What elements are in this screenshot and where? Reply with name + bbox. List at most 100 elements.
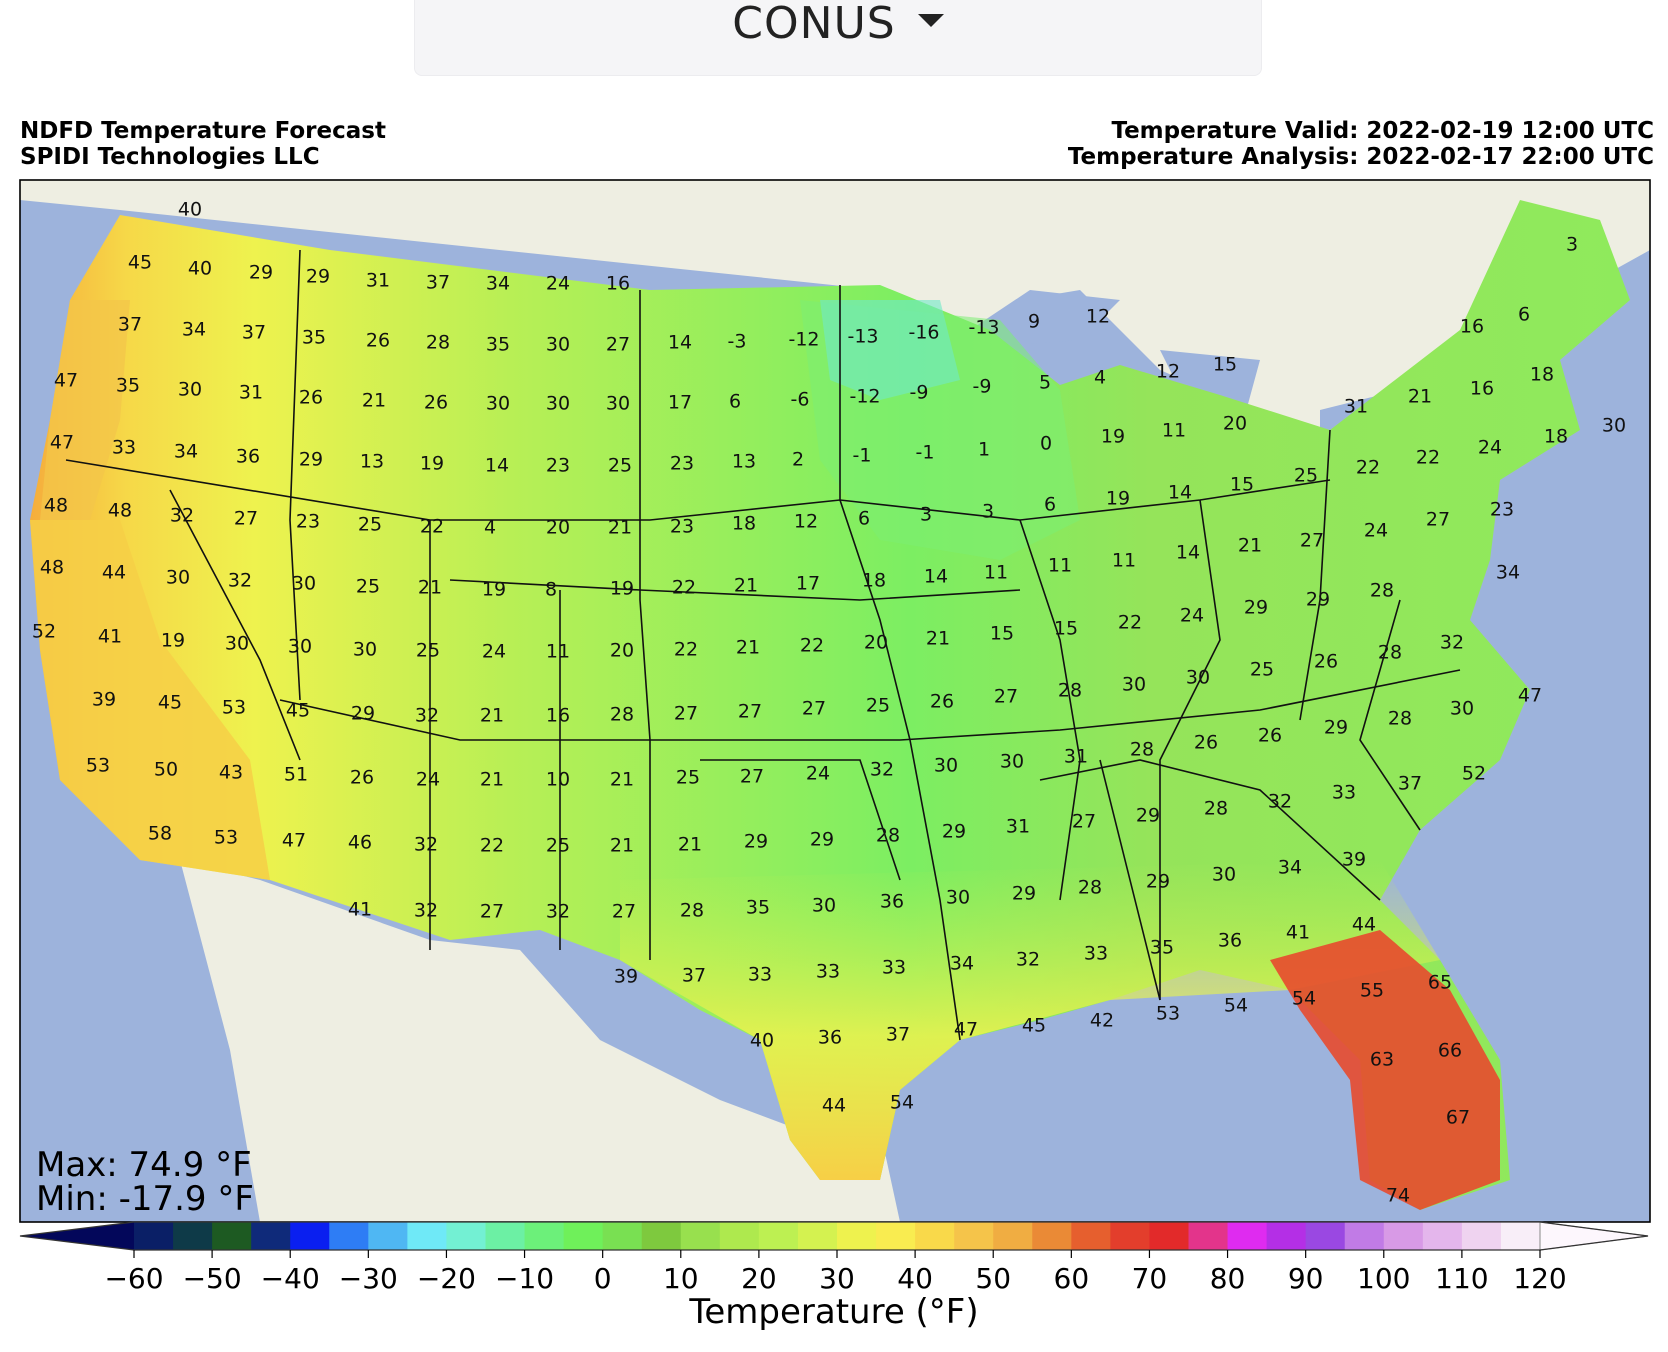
colorbar-tick-label: 120: [1513, 1262, 1566, 1295]
temperature-label: 20: [864, 632, 888, 654]
temperature-label: 26: [930, 691, 954, 713]
temperature-label: 25: [356, 576, 380, 598]
temperature-label: 23: [296, 511, 320, 533]
temperature-label: 48: [108, 500, 132, 522]
temperature-label: 16: [1460, 316, 1484, 338]
temperature-label: 27: [606, 334, 630, 356]
temperature-label: 27: [674, 703, 698, 725]
colorbar-swatch: [251, 1222, 291, 1250]
colorbar-swatch: [1149, 1222, 1190, 1250]
temperature-label: 28: [1058, 680, 1082, 702]
colorbar-swatch: [758, 1222, 799, 1250]
temperature-label: 27: [1072, 811, 1096, 833]
temperature-label: 39: [92, 689, 116, 711]
colorbar-swatch: [641, 1222, 682, 1250]
colorbar-swatch: [797, 1222, 838, 1250]
temperature-label: 34: [486, 273, 510, 295]
temperature-label: 30: [292, 573, 316, 595]
colorbar-swatch: [1227, 1222, 1268, 1250]
region-select[interactable]: CONUS: [414, 0, 1262, 76]
temperature-label: 6: [1044, 494, 1056, 516]
temperature-label: 21: [734, 575, 758, 597]
temperature-label: 15: [990, 623, 1014, 645]
temperature-label: 14: [1176, 542, 1200, 564]
temperature-label: 37: [242, 322, 266, 344]
colorbar-swatch: [212, 1222, 252, 1250]
temperature-label: 36: [818, 1027, 842, 1049]
temperature-label: 48: [44, 495, 68, 517]
temperature-label: 40: [750, 1030, 774, 1052]
temperature-label: 34: [1496, 562, 1520, 584]
state-borders: [65, 249, 1461, 1041]
temperature-label: 37: [426, 272, 450, 294]
temperature-label: 50: [154, 759, 178, 781]
temperature-label: 29: [1136, 805, 1160, 827]
temperature-label: 24: [546, 273, 570, 295]
temperature-label: 42: [1090, 1010, 1114, 1032]
temperature-label: 21: [480, 705, 504, 727]
colorbar-swatch: [1383, 1222, 1424, 1250]
temperature-label: 22: [672, 577, 696, 599]
temperature-label: 41: [98, 626, 122, 648]
temperature-label: 31: [1064, 746, 1088, 768]
temperature-label: 30: [546, 334, 570, 356]
temperature-label: 21: [1408, 386, 1432, 408]
temperature-label: 32: [170, 505, 194, 527]
temperature-label: 30: [812, 895, 836, 917]
colorbar-swatch: [485, 1222, 526, 1250]
colorbar-swatch: [1500, 1222, 1541, 1250]
temperature-label: 28: [1378, 642, 1402, 664]
temperature-label: 33: [882, 957, 906, 979]
temperature-label: 30: [606, 393, 630, 415]
temperature-label: 30: [166, 567, 190, 589]
temperature-label: 18: [862, 570, 886, 592]
temperature-label: 11: [1112, 550, 1136, 572]
temperature-label: 51: [284, 764, 308, 786]
temperature-label: 35: [1150, 937, 1174, 959]
pacific-coast-warm-zone: [40, 300, 130, 520]
colorbar-swatch: [290, 1222, 330, 1250]
temperature-label: 37: [1398, 773, 1422, 795]
temperature-label: 21: [480, 769, 504, 791]
temperature-label: 24: [1478, 437, 1502, 459]
temperature-label: 28: [1078, 877, 1102, 899]
temperature-label: 35: [302, 327, 326, 349]
temperature-label: 25: [546, 835, 570, 857]
temperature-label: 21: [418, 577, 442, 599]
california-warm-zone: [30, 520, 270, 880]
temperature-label: 6: [1518, 304, 1530, 326]
temperature-label: 29: [1146, 871, 1170, 893]
temperature-label: 28: [610, 704, 634, 726]
temperature-label: 30: [288, 636, 312, 658]
temperature-label: 26: [1194, 732, 1218, 754]
colorbar-swatch: [993, 1222, 1033, 1250]
temperature-label: -1: [853, 445, 872, 467]
temperature-label: 30: [1212, 864, 1236, 886]
temperature-label: 14: [1168, 482, 1192, 504]
temperature-label: 11: [984, 562, 1008, 584]
temperature-label: 45: [128, 252, 152, 274]
temperature-label: 0: [1040, 433, 1052, 455]
temperature-label: 22: [1416, 447, 1440, 469]
temperature-label: 32: [1268, 791, 1292, 813]
temperature-label: 33: [748, 964, 772, 986]
temperature-label: 45: [1022, 1015, 1046, 1037]
temperature-label: 44: [1352, 914, 1376, 936]
temperature-label: 28: [1388, 708, 1412, 730]
temperature-label: 19: [610, 578, 634, 600]
temperature-label: 18: [732, 513, 756, 535]
temperature-label: 28: [680, 900, 704, 922]
colorbar-tick-label: −50: [183, 1262, 242, 1295]
temperature-label: 13: [360, 451, 384, 473]
temperature-label: 27: [994, 686, 1018, 708]
temperature-label: 25: [1294, 465, 1318, 487]
temperature-label: -13: [847, 326, 878, 348]
colorbar-tick-label: 80: [1210, 1262, 1246, 1295]
temperature-label: 14: [924, 566, 948, 588]
colorbar: −60 −50 −40 −30 −20 −10 0 10 20 30 40 50 60 70 80 90 100…: [19, 1221, 1649, 1295]
temperature-label: 41: [1286, 922, 1310, 944]
colorbar-title: Temperature (°F): [689, 1292, 979, 1332]
temperature-label: 47: [54, 370, 78, 392]
colorbar-tick-label: 60: [1054, 1262, 1090, 1295]
temperature-label: 15: [1213, 354, 1237, 376]
